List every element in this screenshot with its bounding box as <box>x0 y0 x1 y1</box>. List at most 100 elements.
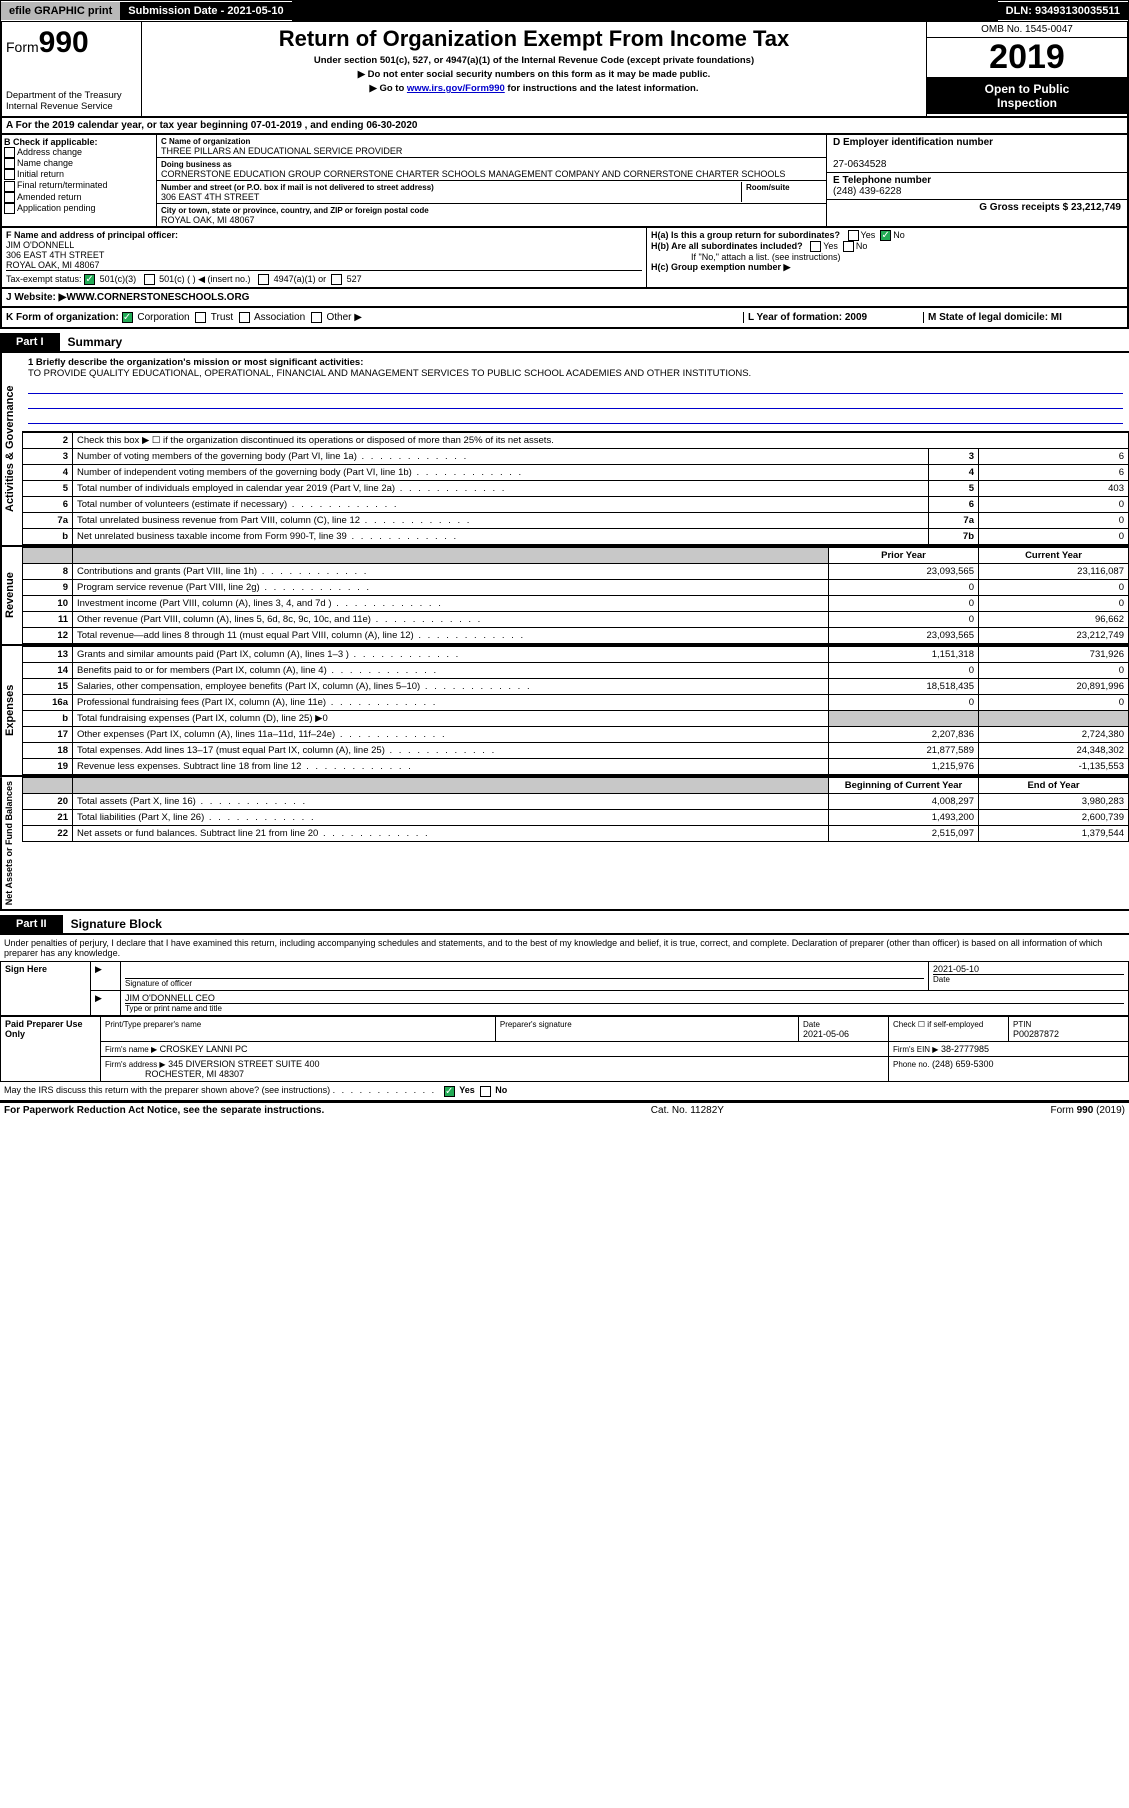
chk-may-no[interactable] <box>480 1086 491 1097</box>
row-hb: H(b) Are all subordinates included? Yes … <box>651 241 1123 252</box>
prior-value: 21,877,589 <box>829 743 979 759</box>
self-employed-check[interactable]: Check ☐ if self-employed <box>893 1020 983 1029</box>
row-num: 20 <box>23 794 73 810</box>
chk-amended-return[interactable]: Amended return <box>4 192 154 203</box>
current-value: 0 <box>979 695 1129 711</box>
row-label: Total number of individuals employed in … <box>73 481 929 497</box>
hb-label: H(b) Are all subordinates included? <box>651 241 803 251</box>
table-row: 22 Net assets or fund balances. Subtract… <box>23 826 1129 842</box>
row-num: 18 <box>23 743 73 759</box>
ein-cell: D Employer identification number 27-0634… <box>827 135 1127 173</box>
inspect-1: Open to Public <box>985 82 1070 96</box>
expenses-body: 13 Grants and similar amounts paid (Part… <box>22 646 1129 775</box>
row-label: Total number of volunteers (estimate if … <box>73 497 929 513</box>
lbl-527: 527 <box>347 274 362 284</box>
hb-note: If "No," attach a list. (see instruction… <box>651 252 1123 262</box>
chk-name-change[interactable]: Name change <box>4 158 154 169</box>
row-num: 11 <box>23 612 73 628</box>
chk-address-change[interactable]: Address change <box>4 147 154 158</box>
chk-may-yes[interactable] <box>444 1086 455 1097</box>
prep-sig-label: Preparer's signature <box>500 1020 572 1029</box>
chk-ha-yes[interactable] <box>848 230 859 241</box>
expenses-section: Expenses 13 Grants and similar amounts p… <box>0 646 1129 777</box>
chk-trust[interactable] <box>195 312 206 323</box>
prior-value: 18,518,435 <box>829 679 979 695</box>
chk-final-return[interactable]: Final return/terminated <box>4 180 154 191</box>
hb-no: No <box>856 241 868 251</box>
prior-value: 0 <box>829 612 979 628</box>
side-label-governance: Activities & Governance <box>0 353 22 545</box>
efile-button[interactable]: efile GRAPHIC print <box>1 2 120 20</box>
row-num: 9 <box>23 580 73 596</box>
firm-phone-cell: Phone no. (248) 659-5300 <box>889 1057 1129 1082</box>
row-num: 13 <box>23 647 73 663</box>
mission-block: 1 Briefly describe the organization's mi… <box>22 353 1129 432</box>
chk-hb-yes[interactable] <box>810 241 821 252</box>
principal-officer-label: F Name and address of principal officer: <box>6 230 642 240</box>
org-name-label: C Name of organization <box>161 137 250 146</box>
row-label: Total expenses. Add lines 13–17 (must eq… <box>73 743 829 759</box>
year-formation: L Year of formation: 2009 <box>748 312 867 323</box>
part-ii-header: Part II Signature Block <box>0 915 1129 935</box>
submission-date-button[interactable]: Submission Date - 2021-05-10 <box>120 2 291 20</box>
form-header: Form990 Department of the Treasury Inter… <box>0 22 1129 118</box>
form-number: Form990 <box>6 26 137 60</box>
chk-corp[interactable] <box>122 312 133 323</box>
row-a-tax-year: A For the 2019 calendar year, or tax yea… <box>0 118 1129 135</box>
dba-value: CORNERSTONE EDUCATION GROUP CORNERSTONE … <box>161 169 785 179</box>
table-row: 19 Revenue less expenses. Subtract line … <box>23 759 1129 775</box>
org-name: THREE PILLARS AN EDUCATIONAL SERVICE PRO… <box>161 146 402 156</box>
firm-name: CROSKEY LANNI PC <box>160 1044 248 1054</box>
sig-date-label: Date <box>933 974 1124 984</box>
table-row: 12 Total revenue—add lines 8 through 11 … <box>23 628 1129 644</box>
row-value: 0 <box>979 497 1129 513</box>
header-middle: Return of Organization Exempt From Incom… <box>142 22 927 116</box>
org-name-cell: C Name of organization THREE PILLARS AN … <box>157 135 826 158</box>
sub3-suffix: for instructions and the latest informat… <box>505 83 699 94</box>
row-label: Total assets (Part X, line 16) <box>73 794 829 810</box>
phone-value: (248) 439-6228 <box>833 186 901 197</box>
chk-hb-no[interactable] <box>843 241 854 252</box>
table-row: 2 Check this box ▶ ☐ if the organization… <box>23 433 1129 449</box>
subtitle-3: ▶ Go to www.irs.gov/Form990 for instruct… <box>146 83 922 94</box>
irs-link[interactable]: www.irs.gov/Form990 <box>407 83 505 94</box>
mission-rule-2 <box>28 397 1123 409</box>
chk-assoc[interactable] <box>239 312 250 323</box>
prior-value: 0 <box>829 663 979 679</box>
prep-date-label: Date <box>803 1020 820 1029</box>
row-num: b <box>23 711 73 727</box>
chk-ha-no[interactable] <box>880 230 891 241</box>
chk-4947[interactable] <box>258 274 269 285</box>
prior-value: 1,151,318 <box>829 647 979 663</box>
hdr-blank <box>23 548 73 564</box>
section-f: F Name and address of principal officer:… <box>2 228 647 287</box>
mission-rule-1 <box>28 382 1123 394</box>
dln-label: DLN: 93493130035511 <box>998 2 1128 20</box>
table-row: 4 Number of independent voting members o… <box>23 465 1129 481</box>
city-cell: City or town, state or province, country… <box>157 204 826 226</box>
prior-value: 2,515,097 <box>829 826 979 842</box>
firm-ein-cell: Firm's EIN ▶ 38-2777985 <box>889 1042 1129 1057</box>
row-label: Check this box ▶ ☐ if the organization d… <box>73 433 1129 449</box>
chk-other[interactable] <box>311 312 322 323</box>
row-num: 15 <box>23 679 73 695</box>
table-row: 9 Program service revenue (Part VIII, li… <box>23 580 1129 596</box>
hdr-blank2 <box>73 548 829 564</box>
street-address: 306 EAST 4TH STREET <box>161 192 259 202</box>
chk-initial-return[interactable]: Initial return <box>4 169 154 180</box>
current-value: 20,891,996 <box>979 679 1129 695</box>
chk-527[interactable] <box>331 274 342 285</box>
row-num: 14 <box>23 663 73 679</box>
chk-501c3[interactable] <box>84 274 95 285</box>
prior-value: 23,093,565 <box>829 564 979 580</box>
prep-sig-cell: Preparer's signature <box>495 1017 798 1042</box>
may-discuss-row: May the IRS discuss this return with the… <box>0 1082 1129 1100</box>
column-b: B Check if applicable: Address change Na… <box>2 135 157 226</box>
table-row: b Total fundraising expenses (Part IX, c… <box>23 711 1129 727</box>
chk-501c[interactable] <box>144 274 155 285</box>
ptin-value: P00287872 <box>1013 1029 1059 1039</box>
chk-application-pending[interactable]: Application pending <box>4 203 154 214</box>
table-row: 17 Other expenses (Part IX, column (A), … <box>23 727 1129 743</box>
current-value: 0 <box>979 663 1129 679</box>
table-row: 14 Benefits paid to or for members (Part… <box>23 663 1129 679</box>
